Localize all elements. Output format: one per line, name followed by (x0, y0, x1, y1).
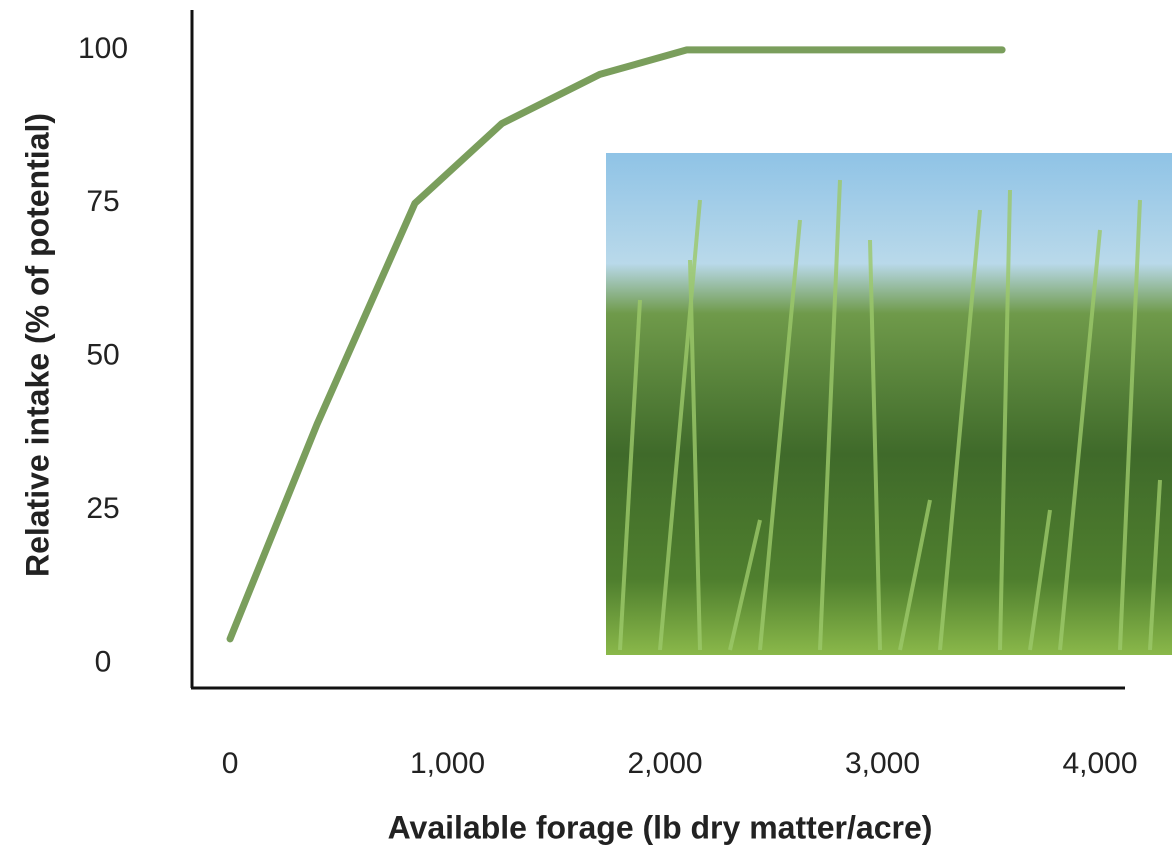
y-tick-label: 75 (86, 185, 119, 218)
x-tick-label: 3,000 (845, 747, 920, 780)
x-tick-label: 1,000 (410, 747, 485, 780)
x-tick-label: 0 (222, 747, 239, 780)
x-tick-label: 2,000 (627, 747, 702, 780)
line-series (226, 46, 1006, 643)
y-axis-title: Relative intake (% of potential) (19, 113, 55, 577)
x-tick-label: 4,000 (1062, 747, 1137, 780)
y-tick-label: 0 (95, 645, 112, 678)
y-tick-label: 100 (78, 32, 128, 65)
grass-photo (606, 153, 1172, 655)
y-tick-label: 50 (86, 339, 119, 372)
x-axis-title: Available forage (lb dry matter/acre) (388, 809, 933, 845)
y-tick-label: 25 (86, 492, 119, 525)
